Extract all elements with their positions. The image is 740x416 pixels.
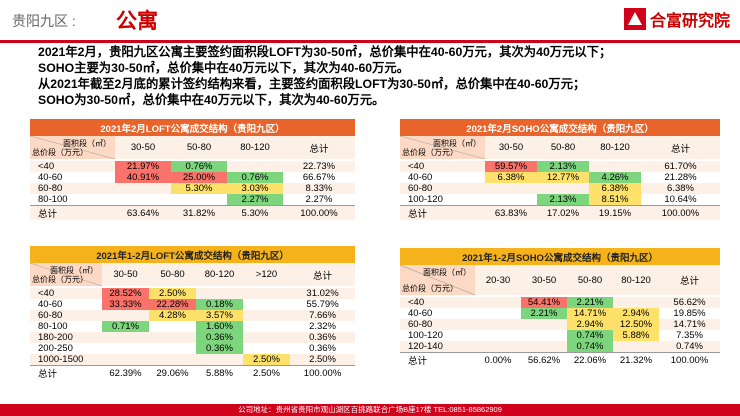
footer: 公司地址：贵州省贵阳市观山湖区百挑路联合广场B座17楼 TEL:0851-858…: [0, 404, 740, 416]
summary-line: SOHO主要为30-50㎡，总价集中在40万元以下，其次为40-60万元。: [38, 61, 410, 75]
table-row: 120-140 0.74% 0.74%: [400, 341, 721, 353]
column-header: 80-120: [589, 136, 641, 161]
table-row: <40 21.97% 0.76% 22.73%: [30, 160, 356, 172]
table-total-row: 总计 63.64% 31.82% 5.30% 100.00%: [30, 205, 356, 220]
table-corner-header: 面积段（㎡） 总价段（万元）: [30, 263, 102, 288]
region-label: 贵阳九区 :: [12, 13, 76, 29]
table-title: 2021年1-2月SOHO公寓成交结构（贵阳九区）: [400, 248, 721, 265]
table-row: 40-60 2.21% 14.71% 2.94% 19.85%: [400, 308, 721, 319]
table-row: 1000-1500 2.50% 2.50%: [30, 354, 356, 366]
table-row: 60-80 5.30% 3.03% 8.33%: [30, 183, 356, 194]
table-row: <40 59.57% 2.13% 61.70%: [400, 160, 720, 172]
column-header: 30-50: [521, 265, 567, 297]
column-header: >120: [243, 263, 290, 288]
table-soho-feb: 2021年2月SOHO公寓成交结构（贵阳九区） 面积段（㎡） 总价段（万元） 30…: [400, 119, 720, 220]
column-header: 总计: [290, 263, 356, 288]
column-header: 50-80: [149, 263, 196, 288]
column-header: 80-120: [613, 265, 659, 297]
table-soho-jan-feb: 2021年1-2月SOHO公寓成交结构（贵阳九区） 面积段（㎡） 总价段（万元） …: [400, 248, 721, 367]
column-header: 80-120: [227, 136, 283, 161]
column-header: 50-80: [567, 265, 613, 297]
column-header: 30-50: [485, 136, 537, 161]
table-row: 180-200 0.36% 0.36%: [30, 332, 356, 343]
table-row: 40-60 40.91% 25.00% 0.76% 66.67%: [30, 172, 356, 183]
brand-name: 合富研究院: [649, 13, 730, 30]
column-header: 80-120: [196, 263, 243, 288]
table-corner-header: 面积段（㎡） 总价段（万元）: [400, 136, 485, 161]
column-header: 总计: [283, 136, 356, 161]
table-total-row: 总计 0.00% 56.62% 22.06% 21.32% 100.00%: [400, 352, 721, 367]
table-row: 60-80 4.28% 3.57% 7.66%: [30, 310, 356, 321]
table-row: 60-80 6.38% 6.38%: [400, 183, 720, 194]
brand-logo: 合富研究院: [623, 6, 730, 32]
table-total-row: 总计 63.83% 17.02% 19.15% 100.00%: [400, 205, 720, 220]
summary-line: SOHO为30-50㎡，总价集中在40万元以下，其次为40-60万元。: [38, 93, 385, 107]
table-row: 200-250 0.36% 0.36%: [30, 343, 356, 354]
table-title: 2021年2月LOFT公寓成交结构（贵阳九区）: [30, 119, 356, 136]
summary-line: 2021年2月，贵阳九区公寓主要签约面积段LOFT为30-50㎡，总价集中在40…: [38, 45, 612, 59]
logo-icon: [623, 8, 646, 30]
table-row: 40-60 33.33% 22.28% 0.18% 55.79%: [30, 299, 356, 310]
page-title: 公寓: [116, 10, 158, 33]
table-row: 100-120 0.74% 5.88% 7.35%: [400, 330, 721, 341]
table-loft-feb: 2021年2月LOFT公寓成交结构（贵阳九区） 面积段（㎡） 总价段（万元） 30…: [30, 119, 356, 220]
table-row: 80-100 0.71% 1.60% 2.32%: [30, 321, 356, 332]
column-header: 50-80: [171, 136, 227, 161]
column-header: 总计: [641, 136, 720, 161]
table-loft-jan-feb: 2021年1-2月LOFT公寓成交结构（贵阳九区） 面积段（㎡） 总价段（万元） …: [30, 246, 356, 380]
table-row: 80-100 2.27% 2.27%: [30, 194, 356, 206]
table-corner-header: 面积段（㎡） 总价段（万元）: [30, 136, 115, 161]
column-header: 20-30: [475, 265, 521, 297]
column-header: 50-80: [537, 136, 589, 161]
summary-line: 从2021年截至2月底的累计签约结构来看，主要签约面积段LOFT为30-50㎡，…: [38, 77, 586, 91]
table-row: 60-80 2.94% 12.50% 14.71%: [400, 319, 721, 330]
column-header: 30-50: [102, 263, 149, 288]
table-row: <40 54.41% 2.21% 56.62%: [400, 296, 721, 308]
table-row: <40 28.52% 2.50% 31.02%: [30, 287, 356, 299]
table-total-row: 总计 62.39% 29.06% 5.88% 2.50% 100.00%: [30, 365, 356, 380]
header: 贵阳九区 : 公寓 合富研究院: [0, 0, 740, 43]
column-header: 30-50: [115, 136, 171, 161]
table-title: 2021年2月SOHO公寓成交结构（贵阳九区）: [400, 119, 720, 136]
table-row: 40-60 6.38% 12.77% 4.26% 21.28%: [400, 172, 720, 183]
table-title: 2021年1-2月LOFT公寓成交结构（贵阳九区）: [30, 246, 356, 263]
column-header: 总计: [659, 265, 721, 297]
table-row: 100-120 2.13% 8.51% 10.64%: [400, 194, 720, 206]
summary-text: 2021年2月，贵阳九区公寓主要签约面积段LOFT为30-50㎡，总价集中在40…: [38, 44, 728, 108]
table-corner-header: 面积段（㎡） 总价段（万元）: [400, 265, 475, 297]
